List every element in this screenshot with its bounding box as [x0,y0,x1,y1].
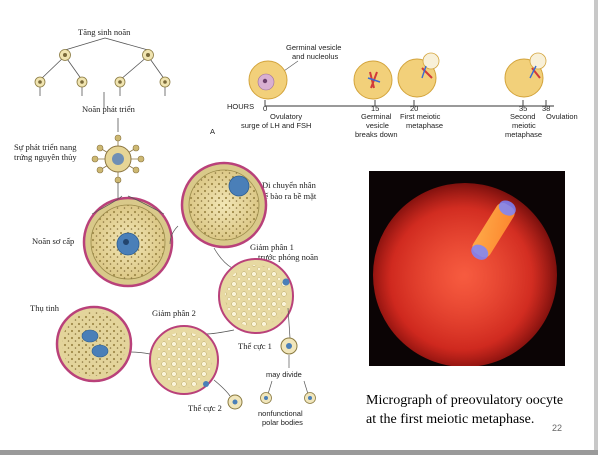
tick-20-line1: First meiotic [400,112,441,121]
page-number: 22 [552,423,563,433]
tick-hour-15: 15 [371,104,379,113]
tick-hour-38: 38 [542,104,550,113]
tick-0-line1: Ovulatory [270,112,302,121]
tick-15-line3: breaks down [355,130,398,139]
tick-15-line1: Germinal [361,112,392,121]
tick-hour-0: 0 [263,104,267,113]
tick-15-line2: vesicle [366,121,389,130]
timeline-panel-letter: A [210,127,215,136]
label-giam-phan-2: Giảm phân 2 [152,308,196,318]
second-polar-body [227,394,243,410]
label-di-chuyen-1: Di chuyển nhân [262,180,317,190]
caption-line-1: Micrograph of preovulatory oocyte [366,393,564,408]
timeline-ticks [264,100,547,106]
meiosis-timeline: Germinal vesicle and nucleolus [210,43,578,139]
slide-edge-right [594,0,598,455]
primary-oocyte [82,196,174,288]
tick-hour-35: 35 [519,104,527,113]
tick-35-line2: meiotic [512,121,536,130]
primordial-follicle [91,134,145,184]
first-polar-body [280,337,298,355]
timeline-oocyte-35 [504,52,547,98]
label-su-phat-trien-2: trứng nguyên thủy [14,152,77,162]
oogonia-tree [39,37,166,96]
timeline-oocyte-0 [248,60,288,100]
label-thu-tinh: Thụ tinh [30,303,60,313]
timeline-hours-label: HOURS [227,102,254,111]
oogonia-cells [34,49,171,88]
label-may-divide: may divide [266,370,302,379]
tick-hour-20: 20 [410,104,418,113]
tick-20-line2: metaphase [406,121,443,130]
oogenesis-diagram: Tăng sinh noãn Noãn phát triển Sự phát t… [14,27,319,427]
slide-edge-bottom [0,450,598,455]
label-the-cuc-2: Thể cực 2 [188,403,222,413]
tick-35-line1: Second [510,112,535,121]
label-nonfunctional-1: nonfunctional [258,409,303,418]
tick-38-line1: Ovulation [546,112,578,121]
fertilized-oocyte [55,305,133,383]
oocyte-micrograph [369,171,565,366]
timeline-germinal-1: Germinal vesicle [286,43,341,52]
label-tang-sinh-noan: Tăng sinh noãn [78,27,131,37]
label-noan-phat-trien: Noãn phát triển [82,104,136,114]
label-di-chuyen-2: tế bào ra bề mặt [262,191,317,201]
timeline-oocyte-20 [397,52,440,98]
migrating-nucleus-oocyte [180,161,268,249]
micrograph-caption: Micrograph of preovulatory oocyte at the… [366,391,588,429]
label-su-phat-trien-1: Sự phát triển nang [14,142,77,152]
label-noan-so-cap: Noãn sơ cấp [32,236,74,246]
nonfunctional-polar-bodies [260,392,316,404]
timeline-germinal-2: and nucleolus [292,52,339,61]
meiosis-2-oocyte [149,325,219,395]
label-the-cuc-1: Thể cực 1 [238,341,272,351]
label-giam-phan-1-b: trước phóng noãn [258,252,319,262]
label-nonfunctional-2: polar bodies [262,418,303,427]
micrograph-image [369,171,565,366]
caption-line-2: at the first meiotic metaphase. [366,412,535,427]
meiosis-1-oocyte [218,258,294,334]
label-giam-phan-1-a: Giảm phân 1 [250,242,294,252]
tick-35-line3: metaphase [505,130,542,139]
tick-0-line2: surge of LH and FSH [241,121,311,130]
timeline-oocyte-15 [353,60,393,100]
